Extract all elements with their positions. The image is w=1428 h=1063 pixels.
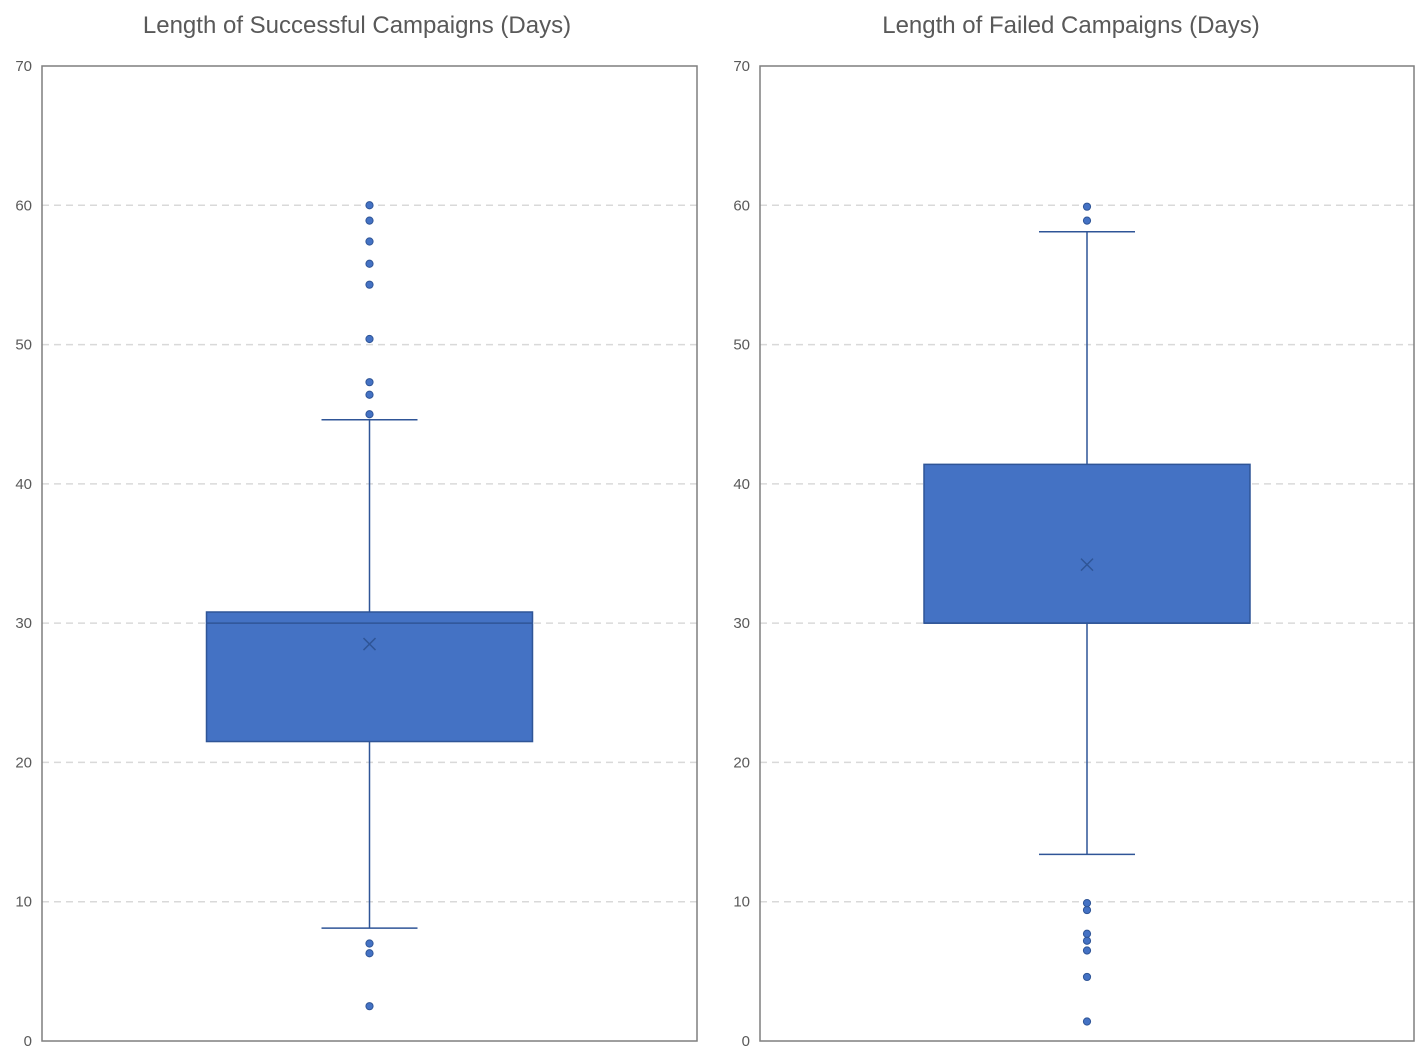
mean-marker: [362, 637, 377, 651]
outlier-point: [1082, 936, 1092, 945]
outlier-point: [1082, 216, 1092, 225]
outlier-point: [365, 259, 374, 268]
outlier-point: [1082, 946, 1092, 955]
y-tick-label: 10: [733, 894, 750, 911]
outlier-point: [1082, 202, 1092, 211]
outlier-point: [365, 410, 374, 419]
plot-area-border: [41, 65, 698, 1042]
outlier-point: [1082, 905, 1092, 915]
y-tick-label: 70: [733, 58, 750, 75]
chart-title: Length of Successful Campaigns (Days): [142, 12, 572, 39]
outlier-point: [1082, 972, 1092, 982]
y-tick-label: 60: [733, 197, 750, 214]
outlier-point: [365, 216, 374, 225]
boxplot-successful: 0 10 20 30 40 50 60 70: [15, 58, 698, 1050]
boxplot-failed: 0 10 20 30 40 50 60 70: [733, 58, 1415, 1050]
outlier-point: [365, 378, 374, 387]
y-tick-label: 20: [15, 754, 32, 771]
outlier-point: [365, 1002, 374, 1011]
y-tick-label: 30: [733, 615, 750, 632]
y-tick-label: 40: [15, 476, 32, 493]
chart-panel-successful: Length of Successful Campaigns (Days) 0 1…: [15, 12, 698, 1050]
iqr-box: [923, 463, 1251, 624]
outlier-point: [365, 237, 374, 246]
y-tick-label: 60: [15, 197, 32, 214]
outlier-point: [365, 949, 374, 958]
y-tick-label: 50: [15, 337, 32, 354]
outlier-point: [365, 280, 374, 289]
y-tick-label: 70: [15, 58, 32, 75]
y-tick-label: 0: [24, 1033, 32, 1050]
outlier-point: [1082, 899, 1092, 908]
chart-panel-failed: Length of Failed Campaigns (Days) 0 10 20 3…: [714, 0, 1428, 1063]
y-tick-label: 20: [733, 754, 750, 771]
outlier-point: [1082, 929, 1092, 938]
mean-marker: [1080, 558, 1094, 572]
y-tick-label: 50: [733, 337, 750, 354]
chart-title: Length of Failed Campaigns (Days): [882, 12, 1260, 39]
plot-area-border: [759, 65, 1415, 1042]
y-tick-label: 30: [15, 615, 32, 632]
outlier-point: [365, 201, 374, 210]
outlier-point: [365, 939, 374, 948]
outlier-point: [1082, 1017, 1092, 1026]
y-tick-label: 10: [15, 894, 32, 911]
y-tick-label: 0: [742, 1033, 750, 1050]
iqr-box: [205, 611, 534, 743]
outlier-point: [365, 390, 374, 399]
y-tick-label: 40: [733, 476, 750, 493]
outlier-point: [365, 334, 374, 344]
